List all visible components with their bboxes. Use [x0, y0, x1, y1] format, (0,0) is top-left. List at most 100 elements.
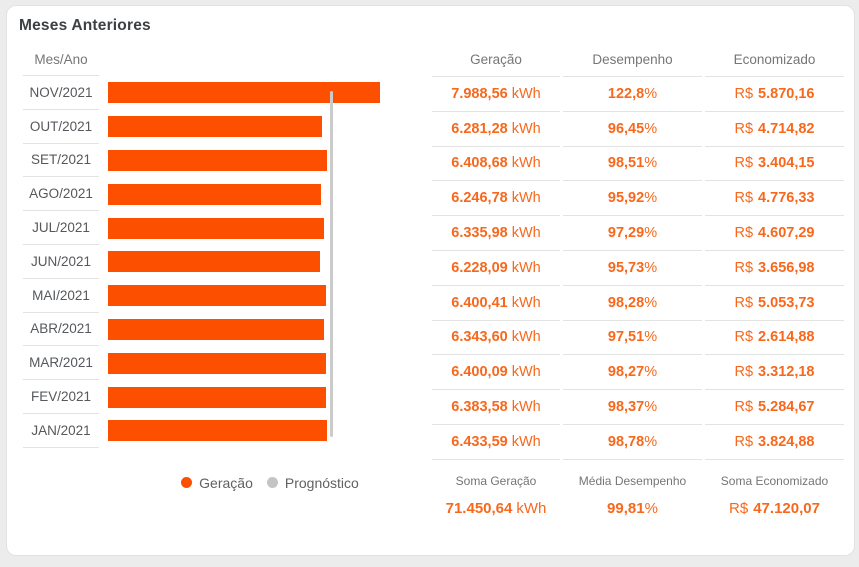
- month-label: SET/2021: [23, 144, 99, 178]
- chart-row: ABR/2021: [7, 313, 432, 347]
- performance-cell: 98,78%: [563, 425, 702, 460]
- generation-bar[interactable]: [108, 285, 327, 307]
- savings-cell: R$ 5.870,16: [705, 77, 844, 112]
- generation-bar[interactable]: [108, 82, 381, 104]
- monthly-data-table: Geração Desempenho Economizado 7.988,56 k…: [432, 43, 844, 517]
- month-column-header: Mes/Ano: [23, 43, 99, 76]
- performance-cell: 98,51%: [563, 147, 702, 182]
- chart-row: FEV/2021: [7, 380, 432, 414]
- chart-legend: Geração Prognóstico: [108, 475, 432, 491]
- generation-bar[interactable]: [108, 352, 327, 374]
- bar-track: [108, 144, 432, 178]
- generation-bar[interactable]: [108, 251, 321, 273]
- header-performance: Desempenho: [563, 43, 702, 77]
- previous-months-card: Meses Anteriores Mes/Ano NOV/2021 OUT/202…: [6, 5, 855, 556]
- generation-cell: 6.408,68 kWh: [432, 147, 560, 182]
- header-savings: Economizado: [705, 43, 844, 77]
- month-label: OUT/2021: [23, 110, 99, 144]
- avg-performance-value: 99,81%: [607, 499, 658, 517]
- generation-bar[interactable]: [108, 149, 327, 171]
- sum-generation-label: Soma Geração: [455, 473, 537, 488]
- performance-cell: 122,8%: [563, 77, 702, 112]
- chart-row: AGO/2021: [7, 177, 432, 212]
- generation-bar[interactable]: [108, 318, 325, 340]
- savings-cell: R$ 3.404,15: [705, 147, 844, 182]
- generation-bar[interactable]: [108, 183, 322, 205]
- generation-legend-dot-icon: [181, 477, 193, 489]
- month-label: AGO/2021: [23, 177, 99, 212]
- chart-header-row: Mes/Ano: [7, 43, 432, 76]
- card-content: Mes/Ano NOV/2021 OUT/2021 SET/2021 AGO/2021…: [7, 43, 854, 517]
- generation-cell: 7.988,56 kWh: [432, 77, 560, 112]
- generation-bar[interactable]: [108, 217, 325, 239]
- savings-cell: R$ 3.824,88: [705, 425, 844, 460]
- legend-item-generation: Geração: [181, 475, 253, 491]
- sum-generation-value: 71.450,64 kWh: [445, 499, 547, 517]
- chart-row: NOV/2021: [7, 76, 432, 110]
- generation-cell: 6.383,58 kWh: [432, 390, 560, 425]
- prognostic-reference-line: [330, 91, 333, 437]
- generation-bar[interactable]: [108, 116, 323, 138]
- generation-cell: 6.343,60 kWh: [432, 321, 560, 356]
- header-generation: Geração: [432, 43, 560, 77]
- generation-cell: 6.246,78 kWh: [432, 181, 560, 217]
- sum-savings-label: Soma Economizado: [720, 473, 829, 488]
- month-label: JAN/2021: [23, 414, 99, 448]
- month-label: ABR/2021: [23, 313, 99, 347]
- performance-cell: 95,73%: [563, 251, 702, 286]
- legend-label: Prognóstico: [284, 474, 359, 491]
- savings-cell: R$ 3.312,18: [705, 355, 844, 391]
- performance-cell: 97,51%: [563, 321, 702, 356]
- savings-cell: R$ 4.607,29: [705, 216, 844, 251]
- month-label: MAI/2021: [23, 279, 99, 313]
- performance-cell: 98,37%: [563, 390, 702, 425]
- savings-cell: R$ 3.656,98: [705, 251, 844, 286]
- performance-cell: 98,28%: [563, 286, 702, 321]
- bar-track: [108, 76, 432, 110]
- table-footer-values: 71.450,64 kWh 99,81% R$ 47.120,07: [432, 488, 844, 517]
- generation-cell: 6.433,59 kWh: [432, 425, 560, 460]
- bar-track: [108, 211, 432, 245]
- chart-row: JUN/2021: [7, 245, 432, 279]
- generation-cell: 6.335,98 kWh: [432, 216, 560, 251]
- chart-row: MAI/2021: [7, 279, 432, 313]
- bar-track: [108, 279, 432, 313]
- month-label: NOV/2021: [23, 76, 99, 110]
- generation-cell: 6.400,41 kWh: [432, 286, 560, 321]
- chart-rows: NOV/2021 OUT/2021 SET/2021 AGO/2021 JUL/2021…: [7, 76, 432, 448]
- performance-cell: 96,45%: [563, 112, 702, 147]
- generation-bar-chart: Mes/Ano NOV/2021 OUT/2021 SET/2021 AGO/2021…: [7, 43, 432, 517]
- savings-cell: R$ 4.714,82: [705, 112, 844, 147]
- generation-cell: 6.228,09 kWh: [432, 251, 560, 286]
- month-label: MAR/2021: [23, 346, 99, 381]
- performance-cell: 97,29%: [563, 216, 702, 251]
- savings-cell: R$ 5.053,73: [705, 286, 844, 321]
- bar-track: [108, 313, 432, 347]
- bar-track: [108, 414, 432, 448]
- performance-cell: 95,92%: [563, 181, 702, 217]
- bar-track: [108, 346, 432, 380]
- bar-track: [108, 110, 432, 144]
- savings-cell: R$ 4.776,33: [705, 181, 844, 217]
- bar-track: [108, 245, 432, 279]
- legend-label: Geração: [199, 474, 253, 491]
- savings-cell: R$ 2.614,88: [705, 321, 844, 356]
- bar-track: [108, 380, 432, 414]
- sum-savings-value: R$ 47.120,07: [729, 499, 820, 517]
- card-title: Meses Anteriores: [19, 17, 151, 34]
- legend-item-prognostic: Prognóstico: [266, 474, 359, 491]
- generation-cell: 6.400,09 kWh: [432, 355, 560, 391]
- bar-track: [108, 177, 432, 211]
- table-footer-labels: Soma Geração Média Desempenho Soma Econo…: [432, 460, 844, 488]
- month-label: FEV/2021: [23, 380, 99, 414]
- performance-cell: 98,27%: [563, 355, 702, 391]
- prognostic-legend-dot-icon: [266, 477, 278, 489]
- chart-row: MAR/2021: [7, 346, 432, 381]
- table-body: 7.988,56 kWh 122,8% R$ 5.870,16 6.281,28 kWh 96…: [432, 77, 844, 460]
- chart-row: OUT/2021: [7, 110, 432, 144]
- month-label: JUL/2021: [23, 211, 99, 245]
- month-label: JUN/2021: [23, 245, 99, 279]
- generation-bar[interactable]: [108, 420, 328, 442]
- chart-row: JAN/2021: [7, 414, 432, 448]
- generation-bar[interactable]: [108, 386, 326, 408]
